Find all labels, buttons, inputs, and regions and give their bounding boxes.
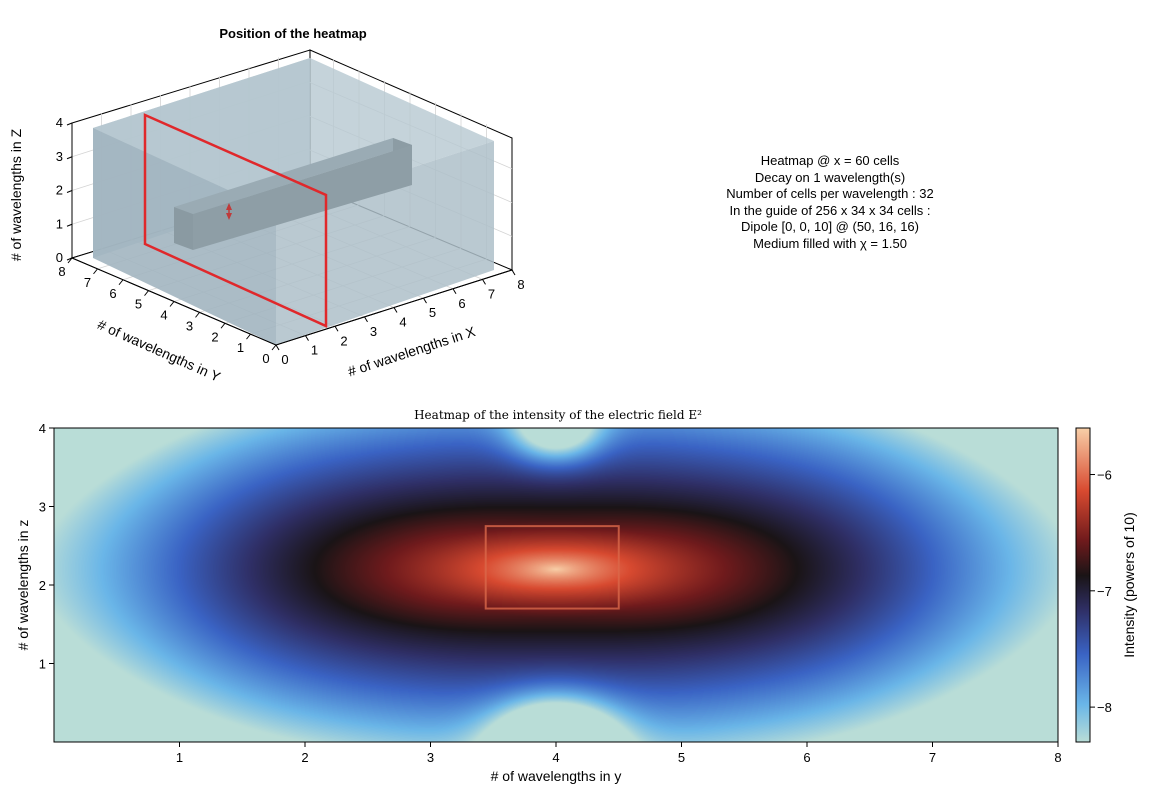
heatmap-x-tick-label: 7 (929, 750, 936, 765)
y-tick-label: 1 (237, 340, 244, 355)
guide-box (174, 138, 412, 250)
x-tick-label: 6 (458, 296, 465, 311)
heatmap-y-tick-label: 2 (39, 578, 46, 593)
heatmap-x-tick-label: 2 (301, 750, 308, 765)
dipole-marker (226, 203, 232, 220)
colorbar-tick-label: −7 (1097, 584, 1112, 599)
info-line: Medium filled with χ = 1.50 (753, 235, 907, 251)
guide-outline (484, 525, 620, 610)
x-tick-label: 5 (429, 305, 436, 320)
colorbar-label: Intensity (powers of 10) (1121, 512, 1137, 658)
info-line: In the guide of 256 x 34 x 34 cells : (729, 202, 931, 218)
x-tick-label: 3 (370, 324, 377, 339)
colorbar (1075, 427, 1091, 743)
heatmap-x-tick-label: 3 (427, 750, 434, 765)
y-tick-label: 3 (186, 318, 193, 333)
heatmap-image (54, 428, 1058, 742)
y-tick-label: 4 (160, 308, 167, 323)
z-tick-label: 4 (56, 115, 63, 130)
y-tick-label: 2 (211, 329, 218, 344)
heatmap-x-tick-label: 1 (176, 750, 183, 765)
colorbar-tick-label: −6 (1097, 468, 1112, 483)
x-tick-label: 7 (488, 286, 495, 301)
heatmap-y-label: # of wavelengths in z (15, 520, 31, 651)
position-3d-panel: Position of the heatmap (8, 26, 525, 385)
info-line: Decay on 1 wavelength(s) (754, 169, 906, 185)
heatmap-x-tick-label: 8 (1054, 750, 1061, 765)
z-tick-label: 1 (56, 216, 63, 231)
y-tick-label: 5 (135, 297, 142, 312)
x-tick-label: 2 (340, 333, 347, 348)
z-tick-label: 2 (56, 183, 63, 198)
colorbar-tick-label: −8 (1097, 700, 1112, 715)
heatmap-x-label: # of wavelengths in y (491, 768, 622, 784)
heatmap-x-tick-label: 6 (803, 750, 810, 765)
y-tick-label: 8 (58, 264, 65, 279)
y-axis-label: # of wavelengths in Y (95, 316, 223, 385)
heatmap-x-tick-label: 4 (552, 750, 559, 765)
info-line: Heatmap @ x = 60 cells (760, 153, 900, 168)
x-axis-label: # of wavelengths in X (346, 323, 478, 380)
y-tick-label: 7 (84, 275, 91, 290)
heatmap-panel: Heatmap of the intensity of the electric… (15, 408, 1137, 784)
heatmap-title: Heatmap of the intensity of the electric… (414, 408, 702, 422)
position-plot-title: Position of the heatmap (219, 26, 366, 41)
heatmap-x-tick-label: 5 (678, 750, 685, 765)
y-tick-label: 0 (262, 351, 269, 366)
x-tick-label: 8 (517, 277, 524, 292)
heatmap-y-ticks: 1 2 3 4 (39, 421, 54, 672)
z-tick-label: 0 (56, 250, 63, 265)
z-axis-label: # of wavelengths in Z (8, 128, 24, 261)
heatmap-x-ticks: 1 2 3 4 5 6 7 8 (176, 742, 1062, 765)
x-tick-label: 1 (311, 343, 318, 358)
x-tick-label: 0 (281, 352, 288, 367)
colorbar-ticks: −6 −7 −8 (1090, 468, 1112, 715)
info-line: Dipole [0, 0, 10] @ (50, 16, 16) (741, 219, 919, 234)
heatmap-y-tick-label: 4 (39, 421, 46, 436)
x-tick-label: 4 (399, 315, 406, 330)
y-tick-label: 6 (109, 286, 116, 301)
heatmap-plane-outline (143, 113, 328, 328)
heatmap-y-tick-label: 3 (39, 500, 46, 515)
z-tick-label: 3 (56, 149, 63, 164)
info-line: Number of cells per wavelength : 32 (726, 186, 934, 201)
simulation-info: Heatmap @ x = 60 cells Decay on 1 wavele… (640, 153, 1020, 252)
heatmap-y-tick-label: 1 (39, 657, 46, 672)
